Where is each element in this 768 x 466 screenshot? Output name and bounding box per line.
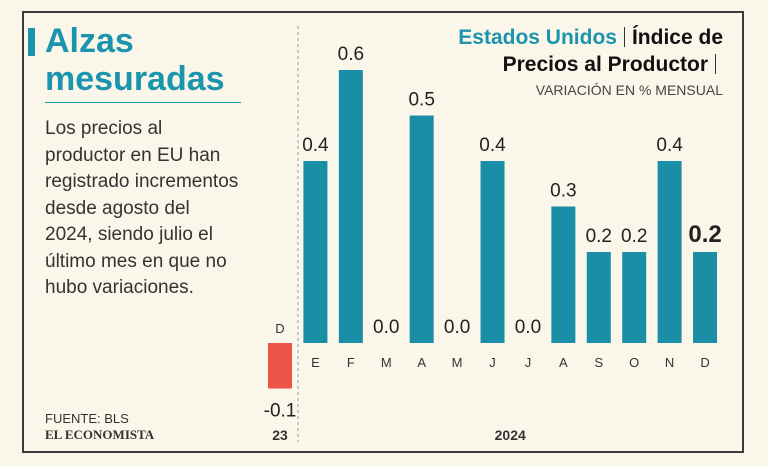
brand: EL ECONOMISTA <box>45 427 155 442</box>
bar <box>622 252 647 343</box>
bar <box>409 115 434 343</box>
x-tick-label: S <box>594 355 603 370</box>
value-label: 0.0 <box>373 317 399 338</box>
x-tick-label: M <box>381 355 392 370</box>
description-line: registrado incrementos <box>45 171 239 192</box>
value-label: 0.2 <box>688 221 721 248</box>
x-tick-label: A <box>417 355 426 370</box>
value-label: 0.2 <box>621 226 647 247</box>
separator <box>715 54 716 74</box>
accent-bar <box>28 28 35 56</box>
source: FUENTE: BLS <box>45 411 129 426</box>
x-tick-label: J <box>525 355 532 370</box>
separator <box>623 27 625 47</box>
frame <box>22 11 744 453</box>
value-label: 0.3 <box>550 181 576 202</box>
x-tick-label: F <box>347 355 355 370</box>
value-label: 0.0 <box>515 317 541 338</box>
headline: Alzas mesuradas <box>45 22 225 98</box>
description: Los precios al productor en EU han registr… <box>45 116 238 302</box>
chart-title: Índice de Precios al Productor <box>502 26 723 76</box>
chart-header: Estados Unidos Índice de Precios al Produ… <box>433 24 723 78</box>
bar <box>693 252 718 343</box>
description-line: último mes en que no <box>45 250 227 272</box>
value-label: 0.5 <box>408 90 434 111</box>
subtitle: VARIACIÓN EN % MENSUAL <box>535 82 723 98</box>
description-line: 2024, siendo julio el <box>45 224 213 245</box>
value-label: 0.4 <box>302 135 329 156</box>
x-tick-label: D <box>700 355 709 370</box>
value-label: 0.4 <box>656 135 683 156</box>
x-tick-label: A <box>559 355 568 370</box>
bar <box>338 70 363 343</box>
x-tick-label: J <box>489 355 496 370</box>
description-line: productor en EU han <box>45 144 221 166</box>
bar <box>551 206 576 343</box>
value-label: 0.2 <box>586 226 612 247</box>
x-tick-label: D <box>275 321 284 336</box>
bar <box>480 161 505 343</box>
bar <box>586 252 611 343</box>
bar <box>657 161 682 343</box>
bar <box>268 343 292 389</box>
year-label: 23 <box>272 427 288 443</box>
rule <box>45 102 241 103</box>
year-label: 2024 <box>495 427 526 443</box>
x-tick-label: O <box>629 355 639 370</box>
x-tick-label: M <box>452 355 463 370</box>
value-label: -0.1 <box>264 401 297 422</box>
value-label: 0.4 <box>479 135 506 156</box>
title-country: Estados Unidos <box>458 26 617 49</box>
description-line: hubo variaciones. <box>45 277 194 298</box>
x-tick-label: N <box>665 355 674 370</box>
value-label: 0.6 <box>338 44 364 65</box>
description-line: Los precios al <box>45 118 163 139</box>
x-tick-label: E <box>311 355 320 370</box>
value-label: 0.0 <box>444 317 470 338</box>
description-line: desde agosto del <box>45 197 190 219</box>
bar <box>303 161 328 343</box>
